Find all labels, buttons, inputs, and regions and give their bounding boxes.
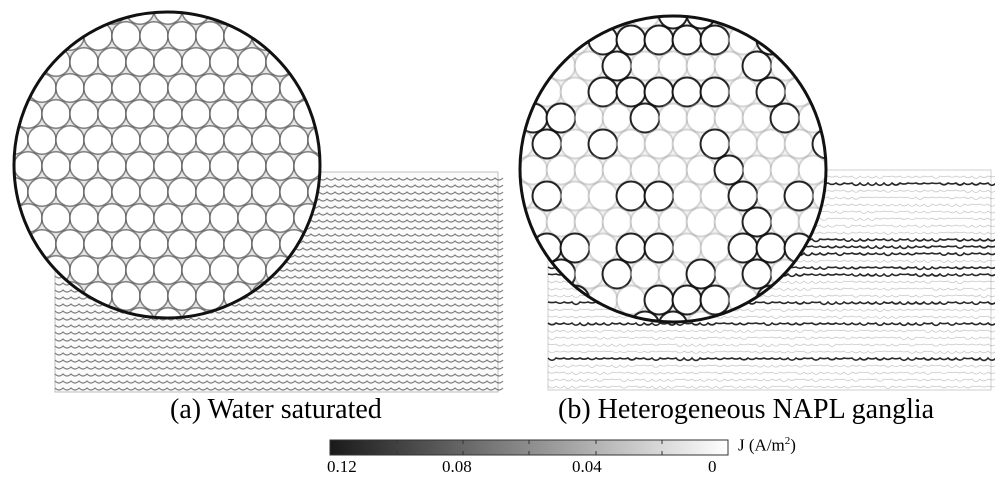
colorbar-tick-label: 0 [708, 457, 717, 476]
colorbar-unit: (A/m [748, 435, 785, 455]
colorbar-ticks [396, 440, 663, 455]
panel-a-caption: (a) Water saturated [170, 394, 382, 425]
colorbar-tick-label: 0.04 [572, 457, 602, 476]
colorbar-unit-close: ) [790, 435, 796, 455]
colorbar-tick-label: 0.08 [442, 457, 472, 476]
colorbar-unit-label: J (A/m2) [738, 435, 796, 456]
colorbar [329, 439, 729, 456]
colorbar-tick-label: 0.12 [327, 457, 357, 476]
colorbar-quantity: J [738, 435, 745, 455]
colorbar-unit-exponent: 2 [784, 435, 791, 447]
panel-b-caption: (b) Heterogeneous NAPL ganglia [558, 394, 935, 425]
